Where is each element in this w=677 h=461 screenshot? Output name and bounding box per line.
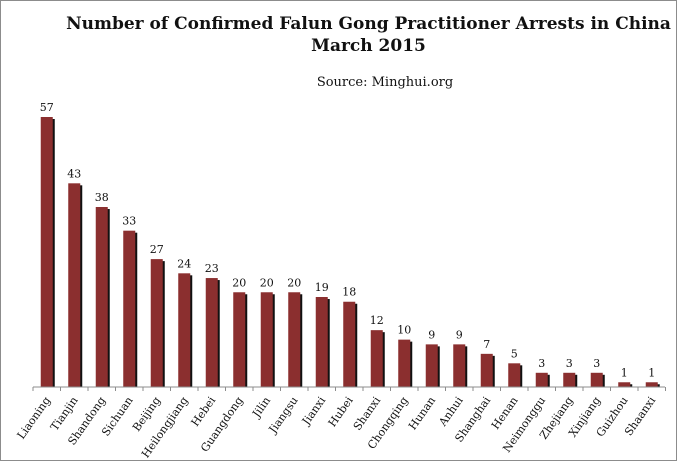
data-label: 5 (511, 347, 518, 360)
chart-title: Number of Confirmed Falun Gong Practitio… (66, 14, 671, 34)
bar-shanghai (480, 353, 493, 387)
data-label: 33 (122, 215, 136, 228)
data-label: 1 (648, 366, 655, 379)
data-label: 20 (260, 276, 274, 289)
data-label: 3 (538, 357, 545, 370)
data-label: 18 (342, 286, 356, 299)
bars-layer (40, 117, 660, 387)
data-label: 7 (483, 338, 490, 351)
bar-hunan (425, 344, 438, 387)
bar-jianxi (315, 297, 328, 387)
category-label: Jilin (249, 394, 273, 420)
data-label: 38 (95, 191, 109, 204)
data-label: 9 (456, 328, 463, 341)
data-label: 19 (315, 281, 329, 294)
bar-henan (508, 363, 521, 387)
data-label: 43 (67, 167, 81, 180)
bar-shanxi (370, 330, 383, 387)
category-label: Liaoning (15, 394, 54, 441)
bar-shaanxi (645, 382, 658, 387)
bar-xinjiang (590, 372, 603, 387)
bar-guizhou (618, 382, 631, 387)
chart-subtitle: March 2015 (311, 36, 426, 56)
data-label: 57 (40, 101, 54, 114)
bar-liaoning (40, 117, 53, 387)
data-label: 12 (370, 314, 384, 327)
data-label: 27 (150, 243, 164, 256)
bar-zhejiang (563, 372, 576, 387)
bar-anhui (453, 344, 466, 387)
data-label: 20 (232, 276, 246, 289)
data-label: 20 (287, 276, 301, 289)
data-label: 3 (593, 357, 600, 370)
bar-shandong (95, 207, 108, 387)
bar-jilin (260, 292, 273, 387)
data-label: 24 (177, 257, 191, 270)
chart-source: Source: Minghui.org (316, 75, 454, 90)
bar-neimonggu (535, 372, 548, 387)
data-label: 10 (397, 324, 411, 337)
category-label: Hunan (406, 394, 438, 432)
bar-guangdong (233, 292, 246, 387)
data-label: 1 (621, 366, 628, 379)
category-label: Jianxi (299, 394, 328, 428)
bar-sichuan (123, 230, 136, 387)
bar-beijing (150, 259, 163, 387)
data-label: 9 (428, 328, 435, 341)
data-label: 3 (566, 357, 573, 370)
data-label: 23 (205, 262, 219, 275)
bar-heilongjiang (178, 273, 191, 387)
bar-jiangsu (288, 292, 301, 387)
category-labels-layer: LiaoningTianjinShandongSichuanBeijingHei… (15, 387, 666, 460)
bar-chongqing (398, 339, 411, 387)
bar-hubei (343, 301, 356, 387)
bar-hebei (205, 278, 218, 387)
bar-tianjin (68, 183, 81, 387)
